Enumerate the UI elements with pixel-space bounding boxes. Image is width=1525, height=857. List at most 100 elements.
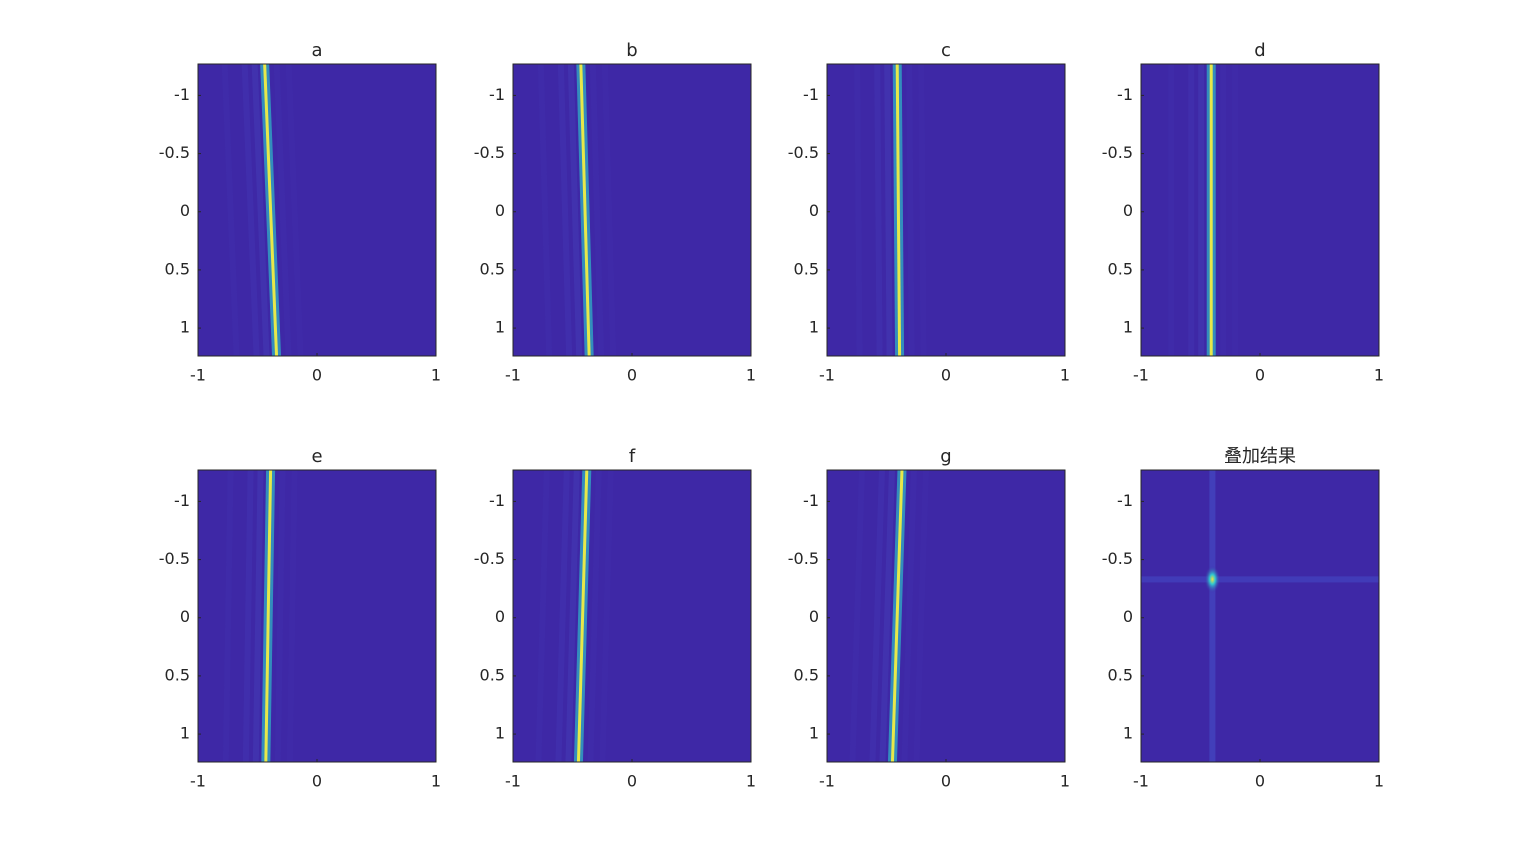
ridge-side-lobe (587, 469, 602, 763)
subplot-title: g (940, 446, 951, 467)
ridge (579, 63, 591, 357)
y-tick-label: -0.5 (159, 549, 190, 568)
subplot-title: 叠加结果 (1224, 446, 1296, 467)
y-tick-label: 0 (180, 201, 190, 220)
x-tick-label: 1 (1374, 366, 1384, 385)
ridge-side-lobe (901, 469, 917, 763)
y-tick-label: -1 (1117, 491, 1133, 510)
ridge-side-lobe (222, 469, 234, 763)
y-tick-label: -0.5 (788, 549, 819, 568)
subplot-title: b (626, 40, 637, 61)
x-tick-label: 1 (746, 772, 756, 791)
y-tick-label: 0.5 (165, 259, 190, 278)
y-tick-label: -0.5 (474, 143, 505, 162)
ridge-side-lobe (854, 63, 863, 357)
ridge-side-lobe (874, 63, 883, 357)
x-tick-label: 0 (941, 772, 951, 791)
y-tick-label: 0 (1123, 201, 1133, 220)
y-tick-label: -1 (803, 85, 819, 104)
ridge (263, 63, 279, 357)
ridge-side-lobe (286, 469, 298, 763)
ridge-side-lobe (599, 469, 614, 763)
y-tick-label: 0.5 (794, 259, 819, 278)
ridge-side-lobe (869, 469, 885, 763)
x-tick-label: 0 (1255, 366, 1265, 385)
subplot-title: e (311, 446, 322, 467)
y-tick-label: -1 (174, 85, 190, 104)
x-tick-label: -1 (505, 772, 521, 791)
ridge-side-lobe (535, 469, 550, 763)
y-tick-label: 0 (809, 201, 819, 220)
plot-background (827, 470, 1065, 762)
plot-background (1141, 64, 1379, 356)
x-tick-label: -1 (819, 772, 835, 791)
y-tick-label: 0 (495, 201, 505, 220)
plot-background (513, 470, 751, 762)
ridge-side-lobe (906, 63, 915, 357)
x-tick-label: 0 (627, 772, 637, 791)
x-tick-label: 0 (627, 366, 637, 385)
ridge-side-lobe (555, 469, 570, 763)
ridge-side-lobe (589, 63, 605, 357)
ridge-side-lobe (241, 63, 260, 357)
x-tick-label: 0 (312, 772, 322, 791)
x-tick-label: 1 (1374, 772, 1384, 791)
y-tick-label: 0.5 (1108, 259, 1133, 278)
y-tick-label: 1 (180, 318, 190, 337)
x-tick-label: 0 (312, 366, 322, 385)
y-tick-label: -0.5 (1102, 143, 1133, 162)
plot-background (827, 64, 1065, 356)
y-tick-label: 1 (180, 724, 190, 743)
ridge-side-lobe (565, 469, 580, 763)
y-tick-label: -1 (1117, 85, 1133, 104)
ridge (576, 469, 589, 763)
x-tick-label: 0 (941, 366, 951, 385)
ridge (895, 63, 902, 357)
y-tick-label: 1 (1123, 318, 1133, 337)
ridge-side-lobe (913, 469, 929, 763)
ridge-side-lobe (567, 63, 583, 357)
y-tick-label: 0 (1123, 607, 1133, 626)
ridge-side-lobe (918, 63, 927, 357)
ridge-side-lobe (221, 63, 240, 357)
y-tick-label: 1 (495, 724, 505, 743)
y-tick-label: 0.5 (794, 665, 819, 684)
ridge-side-lobe (274, 469, 286, 763)
y-tick-label: 1 (495, 318, 505, 337)
subplot-title: c (941, 40, 951, 61)
subplot-title: a (311, 40, 322, 61)
y-tick-label: 0.5 (480, 259, 505, 278)
x-tick-label: 1 (1060, 366, 1070, 385)
x-tick-label: -1 (190, 772, 206, 791)
x-tick-label: -1 (190, 366, 206, 385)
x-tick-label: 0 (1255, 772, 1265, 791)
ridge-side-lobe (884, 63, 893, 357)
x-tick-label: -1 (1133, 772, 1149, 791)
ridge-side-lobe (557, 63, 573, 357)
y-tick-label: 1 (1123, 724, 1133, 743)
y-tick-label: 1 (809, 318, 819, 337)
y-tick-label: 0.5 (165, 665, 190, 684)
ridge-side-lobe (273, 63, 292, 357)
y-tick-label: -1 (489, 491, 505, 510)
y-tick-label: 0 (809, 607, 819, 626)
x-tick-label: 1 (431, 772, 441, 791)
ridge-side-lobe (285, 63, 304, 357)
y-tick-label: -0.5 (159, 143, 190, 162)
x-tick-label: -1 (1133, 366, 1149, 385)
ridge-side-lobe (251, 63, 270, 357)
ridge-side-lobe (601, 63, 617, 357)
x-tick-label: 1 (431, 366, 441, 385)
y-tick-label: 0 (180, 607, 190, 626)
subplot-title: d (1254, 40, 1265, 61)
subplot-title: f (629, 446, 636, 467)
ridge (264, 469, 273, 763)
x-tick-label: 1 (746, 366, 756, 385)
plot-background (513, 64, 751, 356)
spot (1204, 565, 1221, 594)
ridge-side-lobe (879, 469, 895, 763)
ridge-side-lobe (537, 63, 553, 357)
plot-background (198, 64, 436, 356)
ridge-side-lobe (242, 469, 254, 763)
